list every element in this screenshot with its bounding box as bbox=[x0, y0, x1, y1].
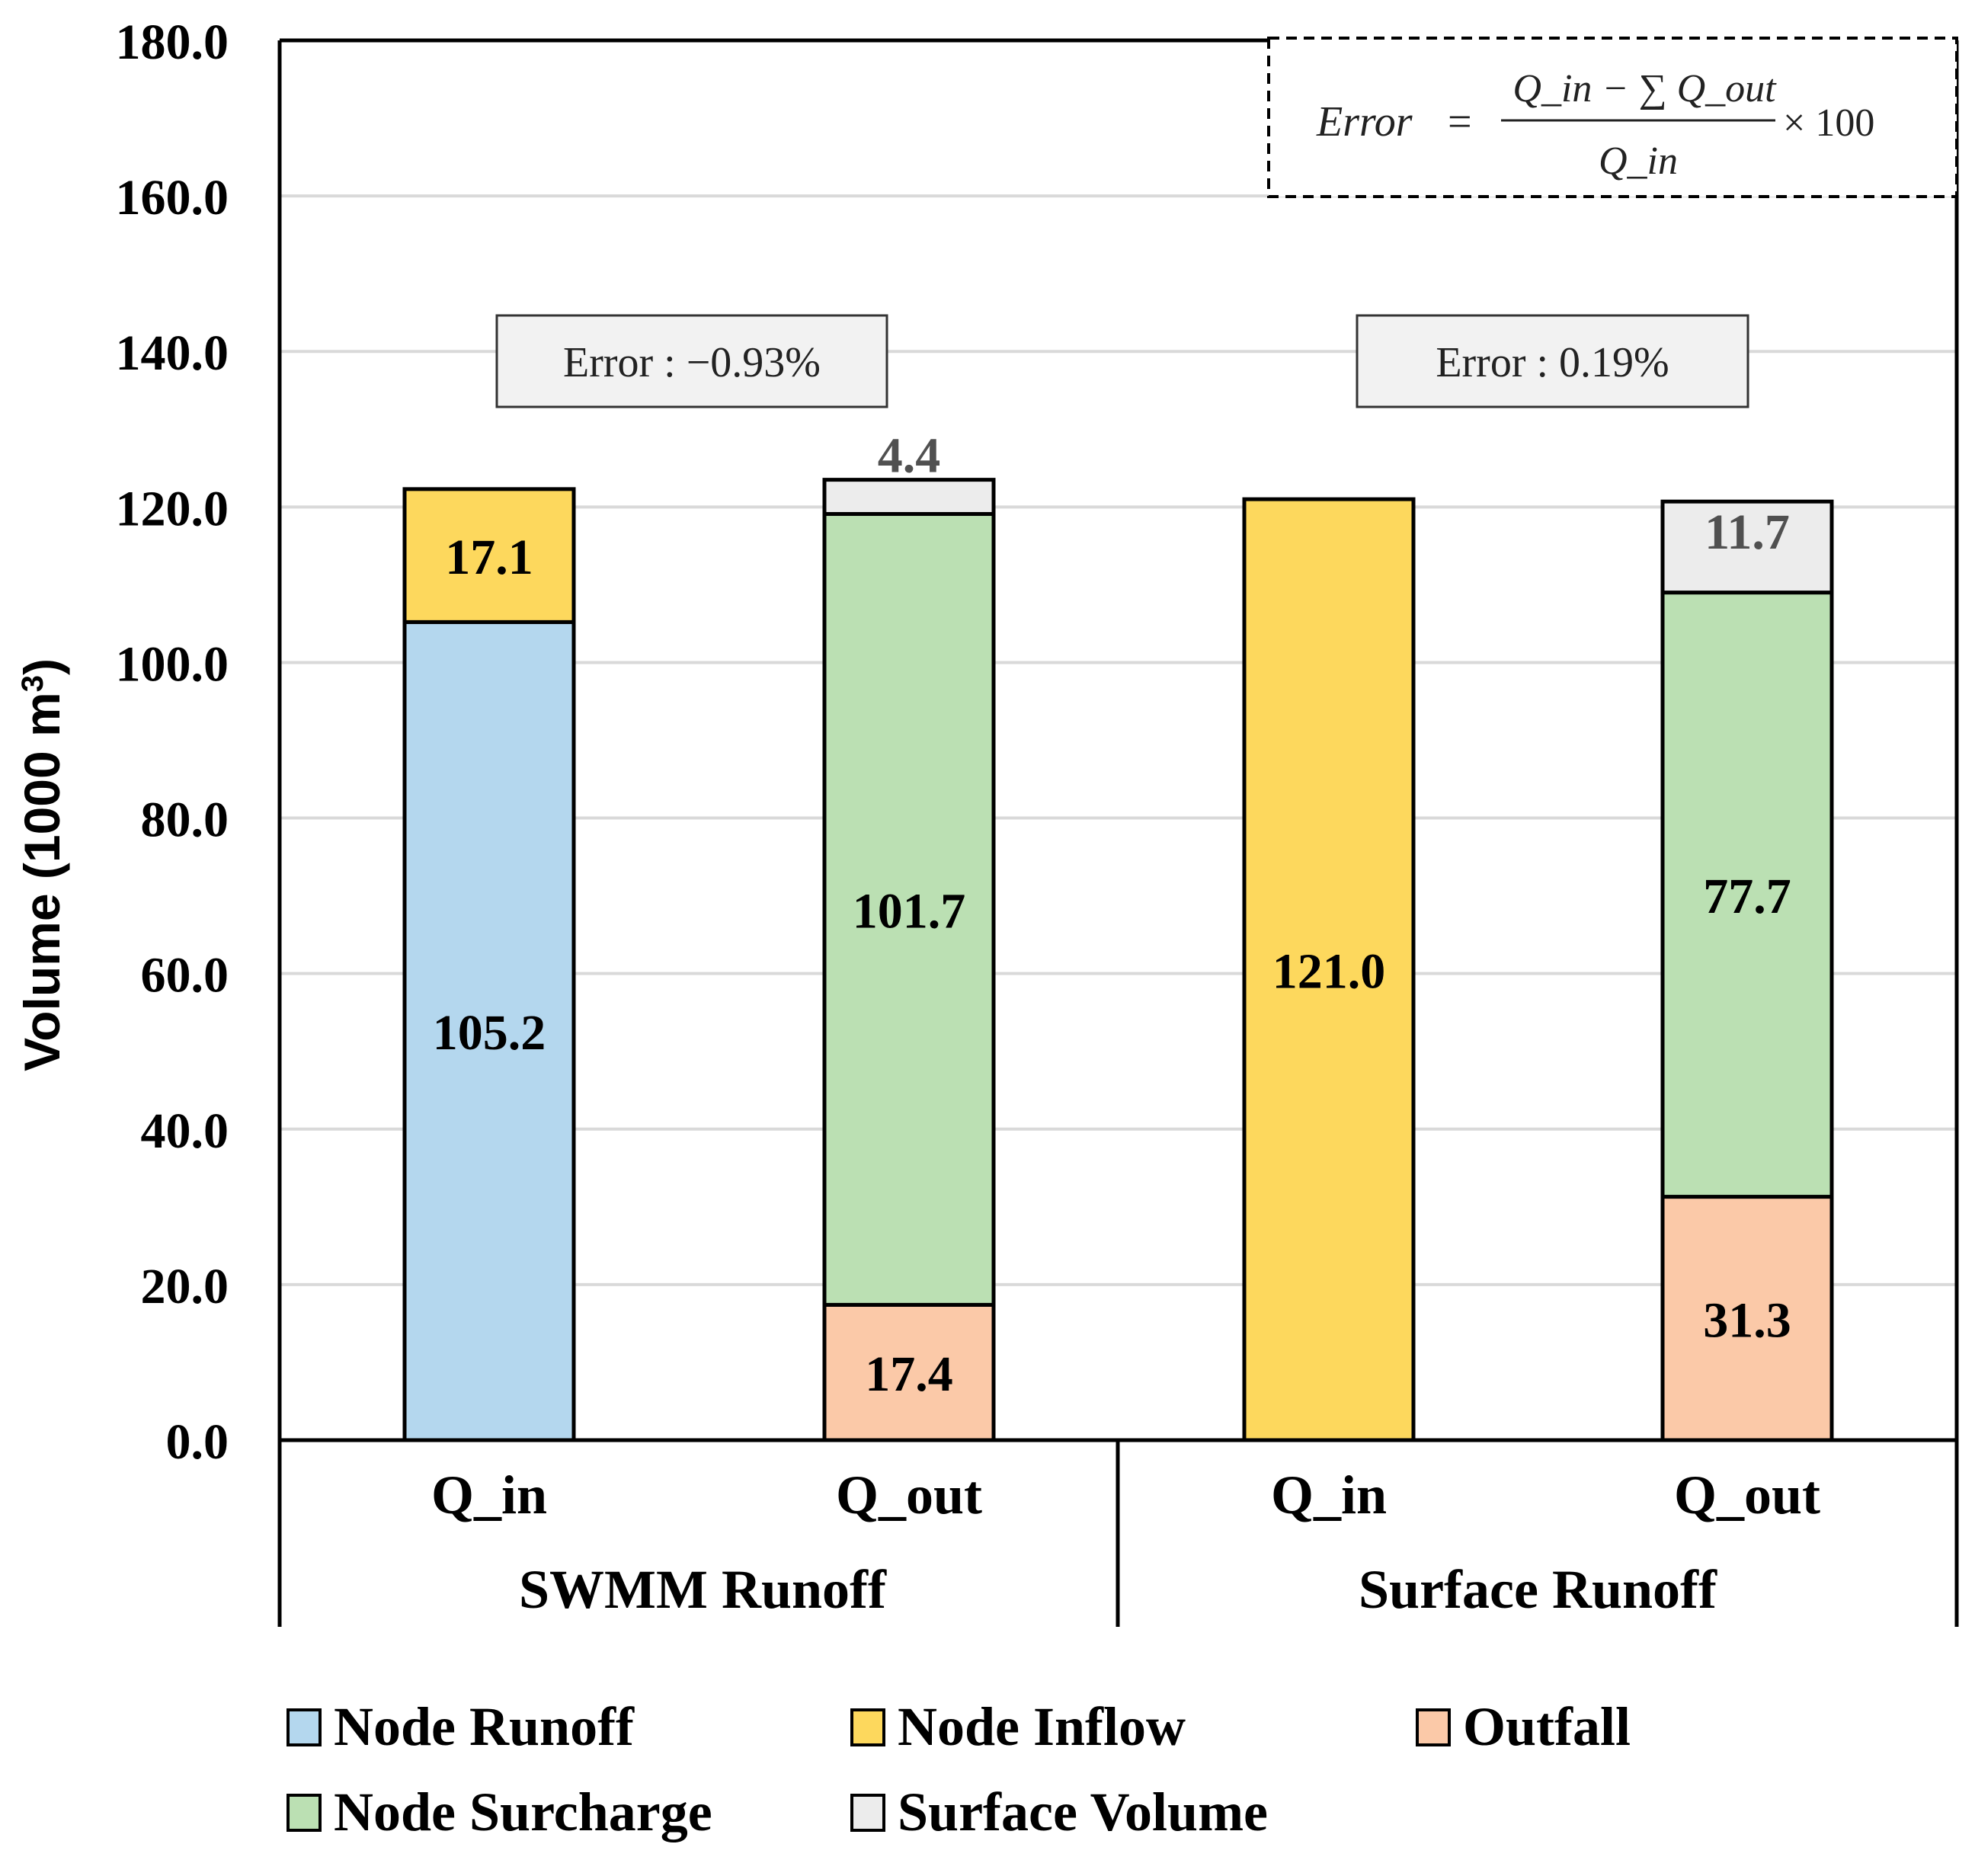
bar-segment-node-inflow bbox=[402, 487, 576, 624]
x-tick-label: Q_in bbox=[1271, 1465, 1387, 1525]
y-tick-label: 180.0 bbox=[116, 14, 229, 70]
legend-swatch bbox=[286, 1708, 322, 1746]
legend-swatch bbox=[850, 1794, 885, 1832]
bar-segment-outfall bbox=[1660, 1195, 1834, 1442]
error-label: Error : −0.93% bbox=[563, 339, 821, 386]
y-axis-title-sup: 3 bbox=[16, 675, 50, 692]
x-tick-label: Q_out bbox=[836, 1465, 982, 1525]
x-tick-label: Q_out bbox=[1674, 1465, 1820, 1525]
formula-times: × 100 bbox=[1783, 101, 1874, 145]
legend-label: Outfall bbox=[1463, 1696, 1631, 1757]
bar-segment-node-surcharge bbox=[822, 512, 996, 1307]
x-tick-label: Q_in bbox=[431, 1465, 547, 1525]
error-formula-box: Error = Q_in − ∑ Q_out Q_in × 100 bbox=[1267, 37, 1958, 198]
error-boxes: Error : −0.93% Error : 0.19% bbox=[495, 314, 1749, 408]
y-tick-label: 60.0 bbox=[141, 948, 229, 1004]
formula-lhs: Error bbox=[1316, 98, 1413, 146]
legend-label: Node Surcharge bbox=[334, 1782, 712, 1842]
y-tick-label: 120.0 bbox=[116, 481, 229, 536]
bar-segment-surface-volume bbox=[822, 478, 996, 517]
x-axis: Q_in Q_out SWMM Runoff Q_in Q_out Surface Run… bbox=[431, 1465, 1820, 1620]
y-tick-label: 20.0 bbox=[141, 1259, 229, 1314]
formula-denominator: Q_in bbox=[1599, 139, 1678, 183]
bar-data-label: 17.4 bbox=[865, 1346, 953, 1402]
y-axis-title: Volume (1000 m3) bbox=[14, 658, 70, 1071]
bar-data-label: 105.2 bbox=[433, 1005, 546, 1061]
legend: Node Runoff Node Inflow Outfall Node Surcha… bbox=[286, 1696, 1631, 1842]
error-box bbox=[495, 314, 888, 408]
group-label: Surface Runoff bbox=[1359, 1559, 1717, 1620]
legend-label: Node Inflow bbox=[898, 1696, 1186, 1757]
y-tick-label: 160.0 bbox=[116, 170, 229, 226]
formula-numerator: Q_in − ∑ Q_out bbox=[1512, 67, 1777, 110]
error-box bbox=[1356, 314, 1749, 408]
y-tick-label: 80.0 bbox=[141, 792, 229, 848]
y-tick-label: 100.0 bbox=[116, 636, 229, 692]
legend-label: Node Runoff bbox=[334, 1696, 635, 1757]
y-axis: 0.0 20.0 40.0 60.0 80.0 100.0 120.0 140.0 160.0 1… bbox=[116, 14, 229, 1470]
bars: 105.2 17.1 17.4 101.7 4.4 121.0 31.3 77.7 11.7 bbox=[402, 428, 1834, 1442]
legend-swatch bbox=[286, 1794, 322, 1832]
formula-equals: = bbox=[1448, 98, 1472, 146]
legend-swatch bbox=[850, 1708, 885, 1746]
y-tick-label: 140.0 bbox=[116, 325, 229, 381]
legend-swatch bbox=[1416, 1708, 1451, 1746]
legend-label: Surface Volume bbox=[898, 1782, 1268, 1842]
bar-data-label: 17.1 bbox=[445, 530, 533, 585]
bar-data-label: 101.7 bbox=[853, 883, 966, 939]
group-label: SWMM Runoff bbox=[519, 1559, 887, 1620]
y-tick-label: 0.0 bbox=[166, 1414, 229, 1470]
bar-segment-surface-volume bbox=[1660, 499, 1834, 595]
y-tick-label: 40.0 bbox=[141, 1103, 229, 1159]
bar-segment-node-runoff bbox=[402, 619, 576, 1442]
bar-data-label: 31.3 bbox=[1703, 1292, 1791, 1348]
bar-data-label: 11.7 bbox=[1705, 504, 1790, 560]
bar-data-label: 4.4 bbox=[878, 428, 941, 484]
error-label: Error : 0.19% bbox=[1436, 339, 1669, 386]
bar-data-label: 77.7 bbox=[1703, 869, 1791, 924]
bar-data-label: 121.0 bbox=[1272, 944, 1386, 1000]
